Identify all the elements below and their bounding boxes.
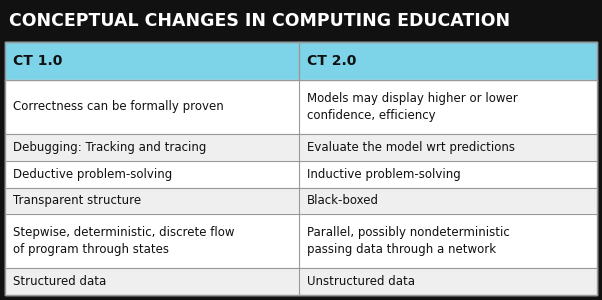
Text: Unstructured data: Unstructured data (307, 275, 415, 288)
Text: Debugging: Tracking and tracing: Debugging: Tracking and tracing (13, 141, 206, 154)
Text: Inductive problem-solving: Inductive problem-solving (307, 168, 461, 181)
Bar (5, 134, 597, 161)
Bar (5, 188, 597, 214)
Text: Black-boxed: Black-boxed (307, 194, 379, 207)
Text: Deductive problem-solving: Deductive problem-solving (13, 168, 172, 181)
Bar (5, 160, 597, 188)
Bar (5, 42, 597, 80)
Text: CONCEPTUAL CHANGES IN COMPUTING EDUCATION: CONCEPTUAL CHANGES IN COMPUTING EDUCATIO… (9, 12, 510, 30)
Bar (5, 268, 597, 295)
Text: Structured data: Structured data (13, 275, 106, 288)
Bar (0, 0, 602, 42)
Text: CT 2.0: CT 2.0 (307, 54, 356, 68)
Bar (5, 80, 597, 134)
Text: Models may display higher or lower
confidence, efficiency: Models may display higher or lower confi… (307, 92, 518, 122)
Text: Stepwise, deterministic, discrete flow
of program through states: Stepwise, deterministic, discrete flow o… (13, 226, 235, 256)
Text: Transparent structure: Transparent structure (13, 194, 141, 207)
Bar (5, 214, 597, 268)
Text: Parallel, possibly nondeterministic
passing data through a network: Parallel, possibly nondeterministic pass… (307, 226, 510, 256)
Text: CT 1.0: CT 1.0 (13, 54, 63, 68)
Bar (5, 42, 597, 295)
Text: Correctness can be formally proven: Correctness can be formally proven (13, 100, 224, 113)
Text: Evaluate the model wrt predictions: Evaluate the model wrt predictions (307, 141, 515, 154)
